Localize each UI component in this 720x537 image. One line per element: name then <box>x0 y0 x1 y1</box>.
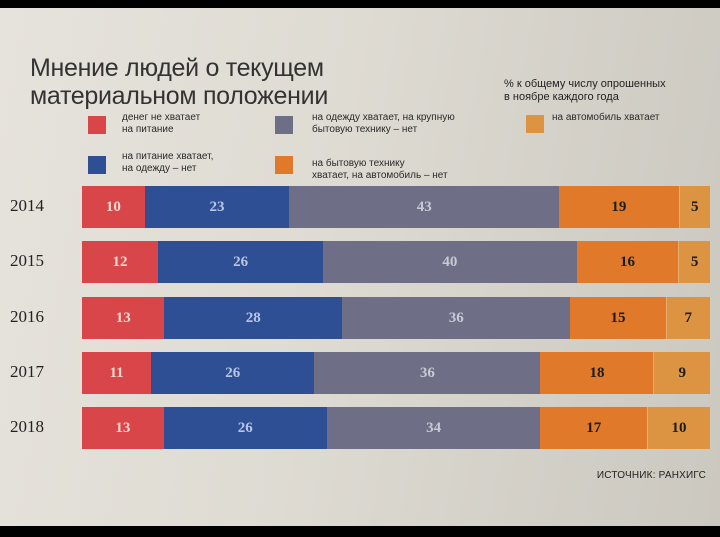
bar-value-label: 13 <box>115 309 131 326</box>
bar-row-2017: 11 26 36 18 9 <box>82 352 710 394</box>
legend-label-line-2: бытовую технику – нет <box>312 124 418 135</box>
units-note-line-1: % к общему числу опрошенных <box>504 78 666 90</box>
bar-value-label: 16 <box>620 253 635 270</box>
legend-label-line-2: на питание <box>122 124 174 135</box>
bar-value-label: 43 <box>416 198 432 215</box>
bar-segment-2017-series-2: 26 <box>151 352 315 394</box>
bar-segment-2017-series-5: 9 <box>653 352 710 394</box>
bar-value-label: 11 <box>109 364 124 381</box>
bar-segment-2016-series-2: 28 <box>164 297 343 339</box>
legend-label-line-2: на одежду – нет <box>122 163 197 174</box>
bar-segment-2018-series-1: 13 <box>82 407 164 449</box>
bar-value-label: 36 <box>448 309 464 326</box>
bar-segment-2018-series-4: 17 <box>540 407 648 449</box>
bar-row-2014: 10 23 43 19 5 <box>82 186 710 228</box>
bar-segment-2015-series-3: 40 <box>323 241 577 283</box>
bar-segment-2017-series-1: 11 <box>82 352 152 394</box>
bar-value-label: 34 <box>426 419 442 436</box>
bar-value-label: 23 <box>209 198 225 215</box>
bar-segment-2016-series-1: 13 <box>82 297 165 339</box>
bar-value-label: 17 <box>586 419 602 436</box>
legend-label-5: на автомобиль хватает <box>552 112 660 124</box>
bar-value-label: 26 <box>233 253 249 270</box>
bar-value-label: 26 <box>237 419 253 436</box>
year-label: 2016 <box>10 307 44 326</box>
bar-segment-2014-series-1: 10 <box>82 186 145 228</box>
bar-segment-2016-series-3: 36 <box>342 297 571 339</box>
bar-segment-2015-series-2: 26 <box>158 241 324 283</box>
bar-segment-2018-series-5: 10 <box>647 407 710 449</box>
bar-value-label: 28 <box>245 309 261 326</box>
bar-segment-2018-series-3: 34 <box>326 407 541 449</box>
year-label: 2014 <box>10 196 44 215</box>
title-line-1: Мнение людей о текущем <box>30 54 324 82</box>
source-note: ИСТОЧНИК: РАНХИГС <box>596 470 706 481</box>
bar-value-label: 19 <box>611 198 627 215</box>
bar-value-label: 9 <box>678 364 686 381</box>
bar-value-label: 12 <box>112 253 128 270</box>
newspaper-page: Мнение людей о текущем материальном поло… <box>0 8 720 526</box>
legend-label-line-1: денег не хватает <box>122 112 201 123</box>
chart-title: Мнение людей о текущем материальном поло… <box>30 54 370 110</box>
year-label: 2015 <box>10 251 44 270</box>
bar-value-label: 5 <box>690 253 699 270</box>
bar-segment-2017-series-3: 36 <box>314 352 541 394</box>
legend-swatch-5 <box>526 115 544 133</box>
bar-segment-2016-series-4: 15 <box>570 297 666 339</box>
legend-label-line-1: на автомобиль хватает <box>552 112 660 123</box>
legend-label-line-1: на одежду хватает, на крупную <box>312 112 455 123</box>
legend-label-line-1: на питание хватает, <box>122 151 214 162</box>
bar-segment-2016-series-5: 7 <box>665 297 710 339</box>
bar-value-label: 10 <box>671 419 687 436</box>
legend-swatch-3 <box>275 116 293 134</box>
legend-label-2: на питание хватает, на одежду – нет <box>122 151 213 175</box>
legend-label-4: на бытовую технику хватает, на автомобиль… <box>312 158 448 182</box>
year-label: 2018 <box>10 417 44 436</box>
legend-label-line-2: хватает, на автомобиль – нет <box>312 170 448 181</box>
legend-swatch-1 <box>88 116 106 134</box>
bar-segment-2014-series-5: 5 <box>678 186 710 228</box>
bar-row-2016: 13 28 36 15 7 <box>82 297 710 339</box>
bar-value-label: 40 <box>442 253 458 270</box>
bar-segment-2018-series-2: 26 <box>163 407 327 449</box>
legend-swatch-2 <box>88 156 106 174</box>
bar-value-label: 13 <box>115 419 131 436</box>
stacked-bar-chart: 2014 10 23 43 19 5 2015 12 26 40 16 5 2016 13 28 36 15 7 2… <box>0 8 720 526</box>
units-note-line-2: в ноябре каждого года <box>504 91 619 103</box>
bar-value-label: 26 <box>225 364 241 381</box>
legend-swatch-4 <box>275 156 293 174</box>
bar-value-label: 18 <box>589 364 605 381</box>
legend-label-3: на одежду хватает, на крупную бытовую тех… <box>312 112 455 136</box>
bar-value-label: 36 <box>419 364 435 381</box>
bar-segment-2017-series-4: 18 <box>540 352 654 394</box>
bar-row-2015: 12 26 40 16 5 <box>82 241 710 283</box>
bar-segment-2014-series-3: 43 <box>289 186 560 228</box>
year-label: 2017 <box>10 362 44 381</box>
bar-value-label: 10 <box>105 198 121 215</box>
bar-value-label: 5 <box>691 198 699 215</box>
bar-segment-2015-series-4: 16 <box>576 241 679 283</box>
bar-segment-2015-series-1: 12 <box>82 241 159 283</box>
title-line-2: материальном положении <box>30 82 328 110</box>
legend-label-line-1: на бытовую технику <box>312 158 405 169</box>
bar-segment-2015-series-5: 5 <box>678 241 710 283</box>
bar-segment-2014-series-2: 23 <box>144 186 290 228</box>
bar-value-label: 15 <box>610 309 626 326</box>
units-note: % к общему числу опрошенных в ноябре каж… <box>504 78 714 104</box>
bar-segment-2014-series-4: 19 <box>559 186 679 228</box>
bar-value-label: 7 <box>684 309 693 326</box>
bar-row-2018: 13 26 34 17 10 <box>82 407 710 449</box>
legend-label-1: денег не хватает на питание <box>122 112 200 136</box>
